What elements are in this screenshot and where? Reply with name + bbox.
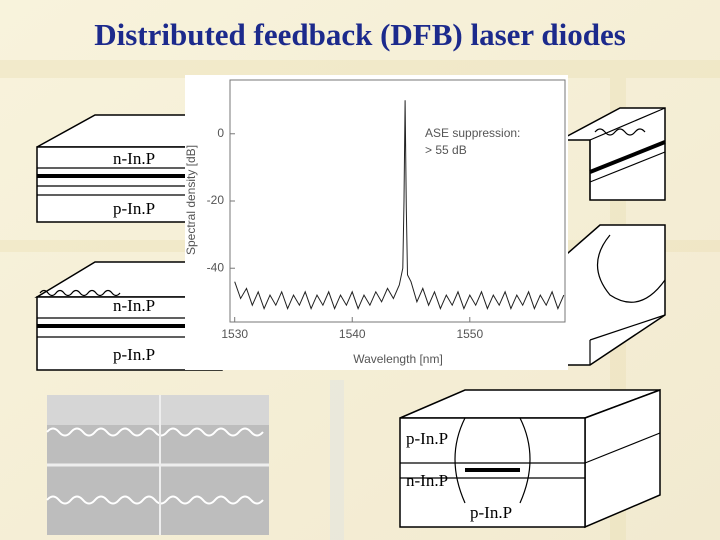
layer-label: p-In.P (113, 199, 155, 218)
chart-panel (185, 75, 568, 370)
annotation: > 55 dB (425, 143, 467, 157)
slide-title: Distributed feedback (DFB) laser diodes (94, 17, 626, 52)
y-axis-label: Spectral density [dB] (184, 145, 198, 255)
annotation: ASE suppression: (425, 126, 520, 140)
layer-label: p-In.P (470, 503, 512, 522)
spectrum-chart: 1530 1540 1550 0 -20 -40 (207, 100, 565, 341)
layer-label: p-In.P (113, 345, 155, 364)
x-tick-label: 1540 (339, 327, 366, 341)
layer-label: n-In.P (406, 471, 448, 490)
x-tick-label: 1530 (221, 327, 248, 341)
sem-image (46, 395, 269, 535)
x-axis-label: Wavelength [nm] (353, 352, 443, 366)
layer-label: n-In.P (113, 296, 155, 315)
laser-block (559, 107, 666, 201)
x-tick-label: 1550 (456, 327, 483, 341)
laser-block: p-In.P n-In.P p-In.P (399, 388, 661, 529)
spectrum-line (234, 100, 565, 310)
layer-label: p-In.P (406, 429, 448, 448)
y-tick-label: -40 (207, 260, 225, 274)
y-tick-label: -20 (207, 193, 225, 207)
y-tick-label: 0 (217, 126, 224, 140)
layer-label: n-In.P (113, 149, 155, 168)
